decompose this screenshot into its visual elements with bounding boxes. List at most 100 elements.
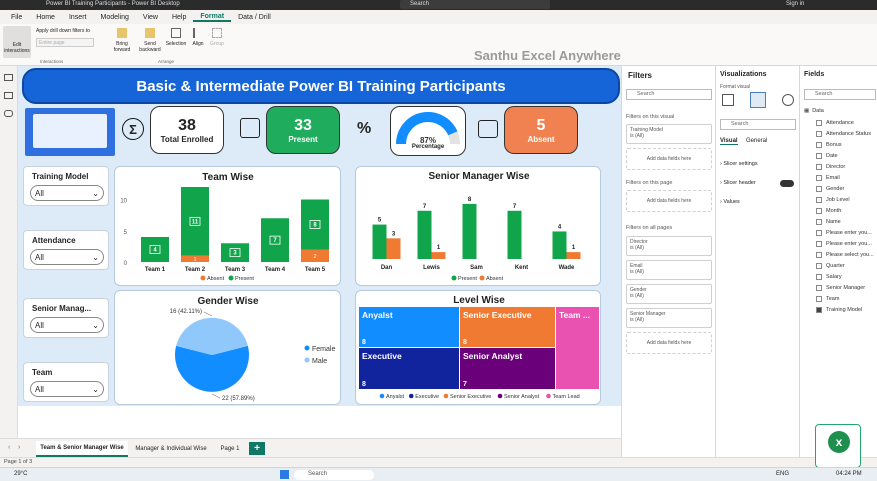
add-page-button[interactable]: +	[249, 442, 265, 455]
tab-file[interactable]: File	[11, 13, 23, 21]
field-item[interactable]: Email	[816, 172, 876, 183]
tab-visual[interactable]: Visual	[720, 138, 738, 145]
field-item[interactable]: Senior Manager	[816, 282, 876, 293]
align-button[interactable]: Align	[190, 28, 206, 56]
field-item[interactable]: Please select you...	[816, 249, 876, 260]
filter-card-senior-manager[interactable]: Senior Manager is (All)	[626, 308, 712, 328]
tab-format[interactable]: Format	[193, 13, 232, 22]
page-tab-3[interactable]: Page 1	[214, 441, 246, 457]
filter-card-director[interactable]: Director is (All)	[626, 236, 712, 256]
filters-add-page[interactable]: Add data fields here	[626, 190, 712, 212]
report-view-icon[interactable]	[4, 74, 13, 81]
field-checkbox[interactable]	[816, 207, 822, 214]
field-checkbox[interactable]	[816, 119, 822, 126]
slicer-team-dropdown[interactable]: All ⌄	[30, 381, 104, 397]
send-backward-button[interactable]: Send backward	[138, 28, 162, 56]
filters-add-visual[interactable]: Add data fields here	[626, 148, 712, 170]
field-checkbox[interactable]	[816, 141, 822, 148]
slicer-training-model-dropdown[interactable]: All ⌄	[30, 185, 104, 201]
bring-forward-button[interactable]: Bring forward	[112, 28, 132, 56]
selection-button[interactable]: Selection	[164, 28, 188, 56]
apply-drill-select[interactable]: Entire page	[36, 38, 94, 47]
format-brush-icon[interactable]	[750, 92, 766, 108]
level-wise-chart[interactable]: Level Wise Anyalst 8 Senior Executive 8 Team…	[355, 290, 601, 405]
team-wise-chart[interactable]: Team Wise 0 5 10 4 Team 1 1 11 Team 2 3 Team 3 7 Te…	[114, 166, 341, 286]
section-slicer-header[interactable]: › Slicer header	[720, 180, 756, 186]
field-item[interactable]: Quarter	[816, 260, 876, 271]
tab-view[interactable]: View	[142, 13, 158, 21]
tab-scroll-left-icon[interactable]: ‹	[8, 444, 11, 451]
field-checkbox[interactable]	[816, 229, 822, 236]
field-item[interactable]: Training Model	[816, 304, 876, 315]
field-checkbox[interactable]	[816, 295, 822, 302]
field-item[interactable]: Salary	[816, 271, 876, 282]
model-view-icon[interactable]	[4, 110, 13, 117]
field-checkbox[interactable]	[816, 273, 822, 280]
page-tab-2[interactable]: Manager & Individual Wise	[132, 441, 210, 457]
slicer-attendance[interactable]: Attendance All ⌄	[23, 230, 109, 270]
slicer-attendance-dropdown[interactable]: All ⌄	[30, 249, 104, 265]
tab-insert[interactable]: Insert	[68, 13, 87, 21]
field-checkbox[interactable]	[816, 240, 822, 247]
page-tab-1[interactable]: Team & Senior Manager Wise	[36, 441, 128, 457]
slicer-team[interactable]: Team All ⌄	[23, 362, 109, 402]
tab-home[interactable]: Home	[36, 13, 55, 21]
field-checkbox[interactable]	[816, 152, 822, 159]
field-checkbox[interactable]	[816, 262, 822, 269]
build-visual-icon[interactable]	[722, 94, 734, 106]
field-item[interactable]: Please enter you...	[816, 227, 876, 238]
field-item[interactable]: Gender	[816, 183, 876, 194]
field-item[interactable]: Attendance Status	[816, 128, 876, 139]
field-item[interactable]: Please enter you...	[816, 238, 876, 249]
data-label: 22 (57.89%)	[222, 396, 255, 402]
field-item[interactable]: Job Level	[816, 194, 876, 205]
field-checkbox[interactable]	[816, 130, 822, 137]
slicer-header-toggle[interactable]	[780, 180, 794, 187]
tab-help[interactable]: Help	[171, 13, 187, 21]
senior-manager-wise-chart[interactable]: Senior Manager Wise 5 3 Dan 7 1 Lewis 8 Sam 7 Ken…	[355, 166, 601, 286]
filter-card-training-model[interactable]: Training Model is (All)	[626, 124, 712, 144]
filters-add-all[interactable]: Add data fields here	[626, 332, 712, 354]
field-checkbox[interactable]	[816, 306, 822, 313]
tab-modeling[interactable]: Modeling	[100, 13, 129, 21]
tab-data-drill[interactable]: Data / Drill	[238, 13, 271, 21]
slicer-senior-manager-dropdown[interactable]: All ⌄	[30, 317, 104, 333]
section-slicer-settings[interactable]: › Slicer settings	[720, 161, 758, 167]
field-item[interactable]: Team	[816, 293, 876, 304]
fields-table-data[interactable]: ▦ Data	[804, 105, 824, 116]
sign-in-link[interactable]: Sign in	[786, 1, 805, 7]
field-checkbox[interactable]	[816, 284, 822, 291]
windows-start-icon[interactable]	[280, 470, 289, 479]
field-item[interactable]: Director	[816, 161, 876, 172]
viz-search-input[interactable]: Search	[720, 119, 796, 130]
edit-interactions-button[interactable]: Edit interactions	[3, 26, 31, 58]
field-checkbox[interactable]	[816, 174, 822, 181]
field-checkbox[interactable]	[816, 163, 822, 170]
gender-wise-chart[interactable]: Gender Wise 22 (57.89%) 16 (42.11%) Female…	[114, 290, 341, 405]
tab-general[interactable]: General	[746, 138, 768, 144]
field-item[interactable]: Month	[816, 205, 876, 216]
filter-card-gender[interactable]: Gender is (All)	[626, 284, 712, 304]
send-backward-label: Send backward	[139, 41, 161, 53]
field-checkbox[interactable]	[816, 251, 822, 258]
field-checkbox[interactable]	[816, 185, 822, 192]
field-checkbox[interactable]	[816, 218, 822, 225]
group-button[interactable]: Group	[208, 28, 226, 56]
slicer-training-model[interactable]: Training Model All ⌄	[23, 166, 109, 206]
filters-search-input[interactable]: Search	[626, 89, 712, 100]
field-item[interactable]: Bonus	[816, 139, 876, 150]
analytics-icon[interactable]	[782, 94, 794, 106]
field-item[interactable]: Date	[816, 150, 876, 161]
section-values[interactable]: › Values	[720, 199, 740, 205]
search-box[interactable]: Search	[400, 0, 550, 9]
table-view-icon[interactable]	[4, 92, 13, 99]
field-checkbox[interactable]	[816, 196, 822, 203]
taskbar-search-input[interactable]: Search	[294, 470, 374, 480]
slicer-senior-manager[interactable]: Senior Manag... All ⌄	[23, 298, 109, 338]
fields-search-input[interactable]: Search	[804, 89, 876, 100]
filter-card-email[interactable]: Email is (All)	[626, 260, 712, 280]
team-structure-icon	[240, 118, 260, 138]
tab-scroll-right-icon[interactable]: ›	[18, 444, 21, 451]
field-item[interactable]: Attendance	[816, 117, 876, 128]
field-item[interactable]: Name	[816, 216, 876, 227]
